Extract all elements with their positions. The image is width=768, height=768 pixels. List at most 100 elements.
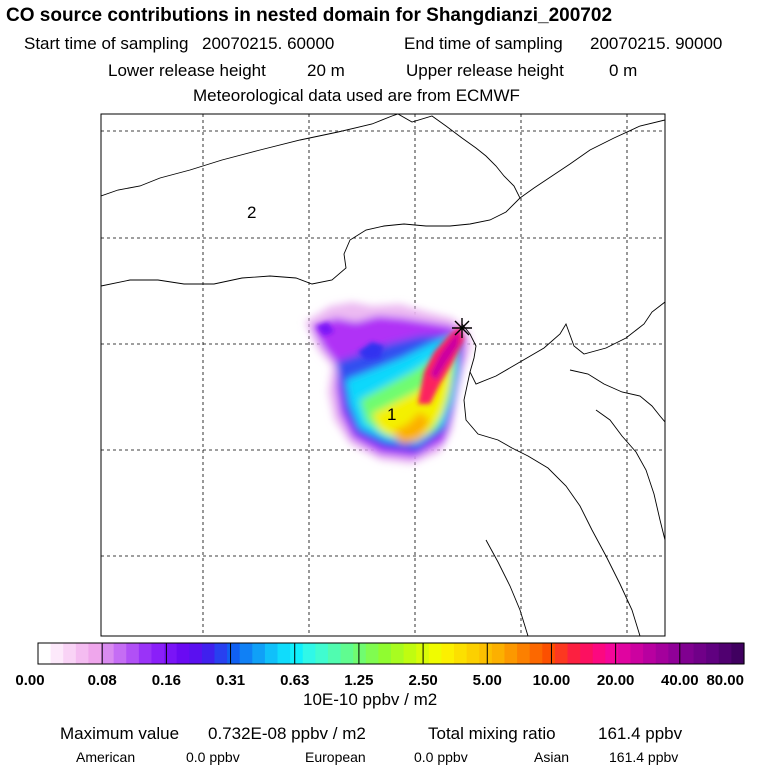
colorbar-cell: [290, 643, 304, 664]
colorbar-cell: [264, 643, 279, 664]
plume-yellow: [372, 350, 452, 440]
colorbar-cell: [189, 643, 203, 664]
colorbar-cell: [680, 643, 695, 664]
total-mixing-label: Total mixing ratio: [428, 724, 556, 743]
colorbar-tick-label: 80.00: [706, 672, 744, 689]
colorbar-cell: [617, 643, 632, 664]
colorbar-tick-label: 0.16: [152, 672, 181, 689]
asian-value: 161.4 ppbv: [609, 749, 679, 765]
colorbar-cell: [327, 643, 342, 664]
colorbar-cell: [391, 643, 405, 664]
boundary-northeast: [519, 119, 665, 199]
colorbar-cell: [554, 643, 569, 664]
boundary-south: [485, 539, 529, 636]
colorbar-cell: [151, 643, 165, 664]
colorbar-cell: [504, 643, 518, 664]
colorbar-cell: [63, 643, 77, 664]
colorbar-cell: [38, 643, 52, 664]
end-time-label: End time of sampling: [404, 34, 563, 53]
boundary-border: [101, 114, 521, 287]
colorbar-cell: [605, 643, 619, 664]
coastline-east: [595, 409, 665, 541]
colorbar-cell: [403, 643, 417, 664]
coastline-bay: [461, 301, 665, 385]
colorbar-cell: [441, 643, 455, 664]
colorbar-cell: [353, 643, 367, 664]
colorbar-frame: [37, 642, 745, 665]
lower-release-value: 20 m: [307, 61, 345, 80]
colorbar-cell: [113, 643, 127, 664]
upper-release-label: Upper release height: [406, 61, 564, 80]
colorbar-cell: [277, 643, 291, 664]
european-label: European: [305, 749, 366, 765]
american-label: American: [76, 749, 136, 765]
colorbar-cell: [126, 643, 140, 664]
colorbar-cell: [315, 643, 329, 664]
plume-violet-patch: [316, 322, 334, 336]
upper-release-value: 0 m: [609, 61, 638, 80]
end-time-value: 20070215. 90000: [590, 34, 723, 53]
colorbar-cell: [227, 643, 241, 664]
region-label-2: 2: [247, 203, 256, 222]
colorbar-cell: [365, 643, 379, 664]
plume-blue-patch: [358, 342, 384, 360]
colorbar-tick-label: 2.50: [408, 672, 437, 689]
total-mixing-value: 161.4 ppbv: [598, 724, 683, 743]
colorbar-cell: [592, 643, 606, 664]
colorbar-cell: [454, 643, 468, 664]
boundaries: [101, 114, 665, 636]
start-time-label: Start time of sampling: [24, 34, 189, 53]
colorbar-cell: [466, 643, 480, 664]
colorbar-cell: [668, 643, 682, 664]
colorbar-cell: [88, 643, 102, 664]
met-data-line: Meteorological data used are from ECMWF: [193, 86, 520, 105]
colorbar-cell: [252, 643, 266, 664]
colorbar-cell: [378, 643, 392, 664]
colorbar-tick-label: 0.00: [15, 672, 44, 689]
colorbar-cell: [655, 643, 669, 664]
colorbar-cell: [731, 643, 745, 664]
colorbar-cell: [201, 643, 216, 664]
colorbar-cell: [580, 643, 594, 664]
colorbar-cell: [491, 643, 506, 664]
receptor-star-marker: [452, 318, 472, 338]
max-value: 0.732E-08 ppbv / m2: [208, 724, 366, 743]
colorbar-cell: [302, 643, 316, 664]
colorbar-cells: [38, 643, 745, 664]
colorbar-unit: 10E-10 ppbv / m2: [303, 690, 438, 709]
lower-release-label: Lower release height: [108, 61, 266, 80]
boundary-north: [101, 114, 399, 197]
colorbar-cell: [164, 643, 178, 664]
graticule: [101, 114, 665, 636]
colorbar-tick-label: 0.08: [88, 672, 117, 689]
european-value: 0.0 ppbv: [414, 749, 468, 765]
colorbar-cell: [138, 643, 153, 664]
colorbar-cell: [50, 643, 64, 664]
colorbar-cell: [101, 643, 115, 664]
colorbar-cell: [529, 643, 543, 664]
colorbar-cell: [75, 643, 90, 664]
colorbar-cell: [517, 643, 531, 664]
colorbar-tick-label: 5.00: [473, 672, 502, 689]
region-label-1: 1: [387, 405, 396, 424]
colorbar-labels: 0.00 0.08 0.16 0.31 0.63 1.25 2.50 5.00 10.00 20.…: [15, 672, 744, 689]
colorbar-tick-label: 1.25: [344, 672, 373, 689]
colorbar-cell: [479, 643, 493, 664]
colorbar-cell: [643, 643, 657, 664]
map-title: CO source contributions in nested domain…: [6, 5, 613, 26]
coastline-peninsula: [569, 369, 665, 423]
colorbar-cell: [340, 643, 354, 664]
asian-label: Asian: [534, 749, 570, 765]
colorbar-cell: [214, 643, 228, 664]
colorbar-tick-label: 20.00: [597, 672, 635, 689]
colorbar-cell: [693, 643, 707, 664]
max-value-label: Maximum value: [60, 724, 180, 743]
colorbar-cell: [706, 643, 720, 664]
colorbar-tick-label: 0.63: [280, 672, 309, 689]
colorbar-cell: [239, 643, 253, 664]
american-value: 0.0 ppbv: [186, 749, 240, 765]
coastline-south: [463, 371, 641, 636]
plume: [305, 302, 472, 464]
